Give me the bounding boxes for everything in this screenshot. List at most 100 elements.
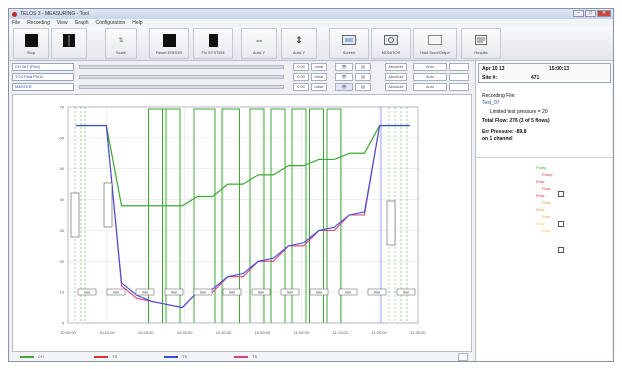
legend-checkbox[interactable] (558, 247, 564, 253)
settings-icon: ▤ (361, 64, 365, 69)
min-marker-label: min (258, 290, 264, 295)
recording-file[interactable]: Test_07 (482, 100, 500, 106)
channel-mode-select[interactable]: Absolute (385, 83, 407, 91)
right-legend-label: Flow (536, 207, 545, 212)
channel-slider[interactable] (79, 75, 284, 79)
side-marker-box (386, 200, 396, 246)
channel-extra-button[interactable] (449, 73, 469, 81)
menu-graph[interactable]: Graph (74, 20, 89, 26)
channel-row: CH 287 (Pin1) 0.00 mbar 👁 ▤ Absolute Aut… (9, 62, 471, 72)
y-tick-label: 50 (60, 166, 65, 171)
x-tick-label: 10:50:00 (255, 330, 271, 335)
pulse-line (291, 108, 307, 323)
channel-eye-toggle[interactable]: 👁 (335, 63, 353, 71)
menu-file[interactable]: File (12, 20, 21, 26)
monitor-button[interactable]: MONITOR (371, 28, 411, 59)
results-button[interactable]: Results (461, 28, 501, 59)
menu-view[interactable]: View (56, 20, 68, 26)
fix-system-button[interactable]: Fix SYSTEM (193, 28, 233, 59)
min-marker-label: min (84, 290, 90, 295)
hold-graph-button[interactable]: Hold Sum/Graph (413, 28, 457, 59)
channel-value: 0.00 (293, 83, 309, 91)
close-button[interactable]: ✕ (597, 10, 611, 17)
channel-range-select[interactable]: Auto (413, 83, 447, 91)
reset-error-icon (162, 33, 176, 47)
y-tick-label: 40 (60, 197, 65, 202)
x-tick-label: 11:20:00 (371, 330, 387, 335)
min-marker-label: min (200, 290, 206, 295)
channel-range-select[interactable]: Auto (413, 63, 447, 71)
side-marker-box (103, 182, 113, 228)
min-marker-label: min (113, 290, 119, 295)
channel-set-button[interactable]: ▤ (355, 63, 371, 71)
x-tick-label: 10:00:00 (60, 330, 76, 335)
pause-button[interactable] (51, 28, 87, 59)
pause-icon (63, 33, 75, 47)
right-legend-label: Flow (536, 193, 545, 198)
channel-eye-toggle[interactable]: 👁 (335, 83, 353, 91)
recording-label: Recording File: (482, 93, 516, 99)
x-tick-label: 11:30:00 (410, 330, 426, 335)
min-marker-box (338, 288, 358, 296)
channel-mode-select[interactable]: Absolute (385, 73, 407, 81)
min-marker-label: min (403, 290, 409, 295)
channel-value: 0.00 (293, 73, 309, 81)
x-tick-label: 10:20:00 (138, 330, 154, 335)
series-line (76, 124, 410, 309)
x-tick-label: 11:10:00 (333, 330, 349, 335)
auto-y-vertical-button[interactable]: ⇕ Auto-Y (281, 28, 317, 59)
channel-name-field[interactable]: MASTER (12, 83, 74, 91)
monitor-icon (384, 34, 398, 45)
auto-y-vertical-icon: ⇕ (295, 34, 303, 45)
stop-button[interactable]: Stop (13, 28, 49, 59)
channel-set-button[interactable]: ▤ (355, 83, 371, 91)
channel-unit: mbar (311, 73, 327, 81)
pulse-line (221, 108, 240, 323)
channel-text: on 1 channel (482, 136, 513, 142)
legend-label: CH (38, 354, 44, 359)
channel-slider[interactable] (79, 85, 284, 89)
channel-name-field[interactable]: CH 287 (Pin1) (12, 63, 74, 71)
min-marker-box (193, 288, 213, 296)
legend-checkbox[interactable] (558, 221, 564, 227)
pulse-line (309, 108, 324, 323)
scale-button[interactable]: ⇅ Scale (105, 28, 137, 59)
min-marker-label: min (171, 290, 177, 295)
legend-swatch-green (20, 356, 34, 358)
channel-extra-button[interactable] (449, 63, 469, 71)
channel-slider[interactable] (79, 65, 284, 69)
channel-mode-select[interactable]: Absolute (385, 63, 407, 71)
legend-swatch-blue (164, 356, 178, 358)
channel-eye-toggle[interactable]: 👁 (335, 73, 353, 81)
legend-checkbox[interactable] (558, 191, 564, 197)
divider (476, 157, 613, 158)
auto-y-button[interactable]: ⇔ Auto-Y (241, 28, 277, 59)
menu-recording[interactable]: Recording (27, 20, 50, 26)
y-tick-label: 30 (60, 228, 65, 233)
reset-error-button[interactable]: Reset ERROR (149, 28, 189, 59)
min-marker-label: min (316, 290, 322, 295)
eye-icon: 👁 (341, 64, 347, 69)
minimize-button[interactable]: – (573, 10, 584, 17)
channel-extra-button[interactable] (449, 83, 469, 91)
min-marker-box (251, 288, 271, 296)
status-date: Apr 10 13 (482, 66, 505, 72)
screen-button[interactable]: Screen (329, 28, 369, 59)
channel-row: MASTER 0.00 mbar 👁 ▤ Absolute Auto (9, 82, 471, 92)
y-tick-label: 20 (60, 259, 65, 264)
legend-label: TS (112, 354, 118, 359)
channel-row: TCS Pin8 Pin10 0.00 mbar 👁 ▤ Absolute Au… (9, 72, 471, 82)
menu-help[interactable]: Help (132, 20, 143, 26)
maximize-button[interactable]: □ (585, 10, 596, 17)
eye-icon: 👁 (341, 84, 347, 89)
scroll-button[interactable] (458, 353, 468, 361)
channel-range-select[interactable]: Auto (413, 73, 447, 81)
plot-area[interactable]: 10:00:00 10:10:00 10:20:00 10:30:00 10:40:00… (12, 94, 472, 352)
pulse-line (148, 108, 167, 323)
channel-set-button[interactable]: ▤ (355, 73, 371, 81)
channel-name-field[interactable]: TCS Pin8 Pin10 (12, 73, 74, 81)
pulse-line (193, 108, 216, 323)
series-line (76, 124, 410, 309)
menu-configuration[interactable]: Configuration (95, 20, 126, 26)
site-value: 471 (531, 75, 540, 81)
